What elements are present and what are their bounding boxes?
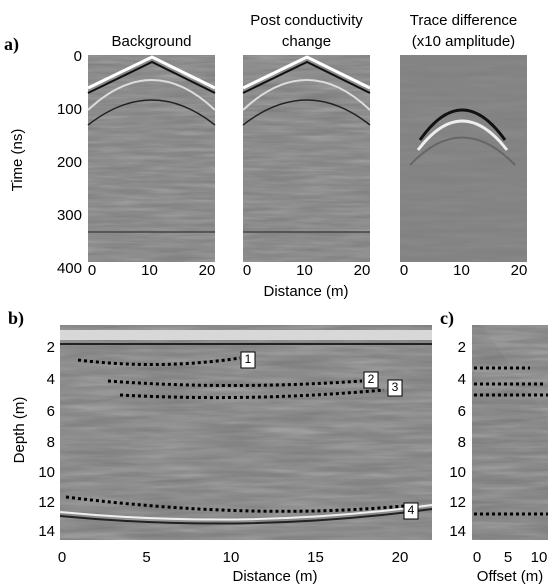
y-tick-label: 10 — [449, 464, 466, 481]
y-tick-label: 200 — [57, 154, 82, 171]
x-tick-label: 20 — [511, 262, 528, 279]
panel-title: Post conductivity — [250, 12, 363, 29]
x-tick-label: 0 — [243, 262, 251, 279]
y-tick-label: 14 — [449, 523, 466, 540]
horizon-marker: 2 — [368, 372, 375, 386]
y-tick-label: 8 — [47, 434, 55, 451]
radargram-difference — [400, 55, 527, 262]
horizon-marker: 3 — [392, 380, 399, 394]
x-tick-label: 20 — [354, 262, 371, 279]
y-tick-label: 8 — [458, 434, 466, 451]
y-tick-label: 400 — [57, 260, 82, 277]
x-tick-label: 15 — [307, 549, 324, 566]
radargram-background — [87, 55, 216, 262]
x-tick-label: 0 — [88, 262, 96, 279]
y-tick-label: 12 — [38, 494, 55, 511]
panel-title: Background — [111, 33, 191, 50]
y-tick-label: 4 — [47, 371, 55, 388]
panel-title: (x10 amplitude) — [412, 33, 515, 50]
y-tick-label: 100 — [57, 101, 82, 118]
x-tick-label: 10 — [296, 262, 313, 279]
y-tick-label: 14 — [38, 523, 55, 540]
x-axis-label: Offset (m) — [477, 568, 543, 585]
panel-title: change — [282, 33, 331, 50]
panel-title: Trace difference — [410, 12, 518, 29]
x-tick-label: 10 — [223, 549, 240, 566]
x-tick-label: 20 — [199, 262, 216, 279]
x-axis-label: Distance (m) — [232, 568, 317, 585]
horizon-marker: 4 — [408, 503, 415, 517]
x-tick-label: 10 — [531, 549, 548, 566]
y-tick-label: 300 — [57, 207, 82, 224]
y-axis-label: Time (ns) — [9, 129, 26, 192]
x-tick-label: 5 — [504, 549, 512, 566]
y-tick-label: 2 — [47, 339, 55, 356]
offset-section — [472, 325, 548, 540]
radargram-post — [242, 55, 371, 262]
y-axis-label: Depth (m) — [11, 397, 28, 464]
panel-label: c) — [440, 308, 454, 329]
x-tick-label: 0 — [473, 549, 481, 566]
x-axis-label: Distance (m) — [263, 283, 348, 300]
x-tick-label: 10 — [453, 262, 470, 279]
x-tick-label: 0 — [400, 262, 408, 279]
y-tick-label: 2 — [458, 339, 466, 356]
y-tick-label: 4 — [458, 371, 466, 388]
x-tick-label: 10 — [141, 262, 158, 279]
panel-label: a) — [4, 34, 19, 55]
horizon-marker: 1 — [245, 352, 252, 366]
y-tick-label: 0 — [74, 48, 82, 65]
y-tick-label: 6 — [458, 403, 466, 420]
x-tick-label: 20 — [392, 549, 409, 566]
panel-label: b) — [8, 308, 24, 329]
x-tick-label: 5 — [142, 549, 150, 566]
depth-section — [59, 325, 433, 540]
images — [59, 55, 548, 540]
y-tick-label: 10 — [38, 464, 55, 481]
x-tick-label: 0 — [58, 549, 66, 566]
y-tick-label: 12 — [449, 494, 466, 511]
y-tick-label: 6 — [47, 403, 55, 420]
